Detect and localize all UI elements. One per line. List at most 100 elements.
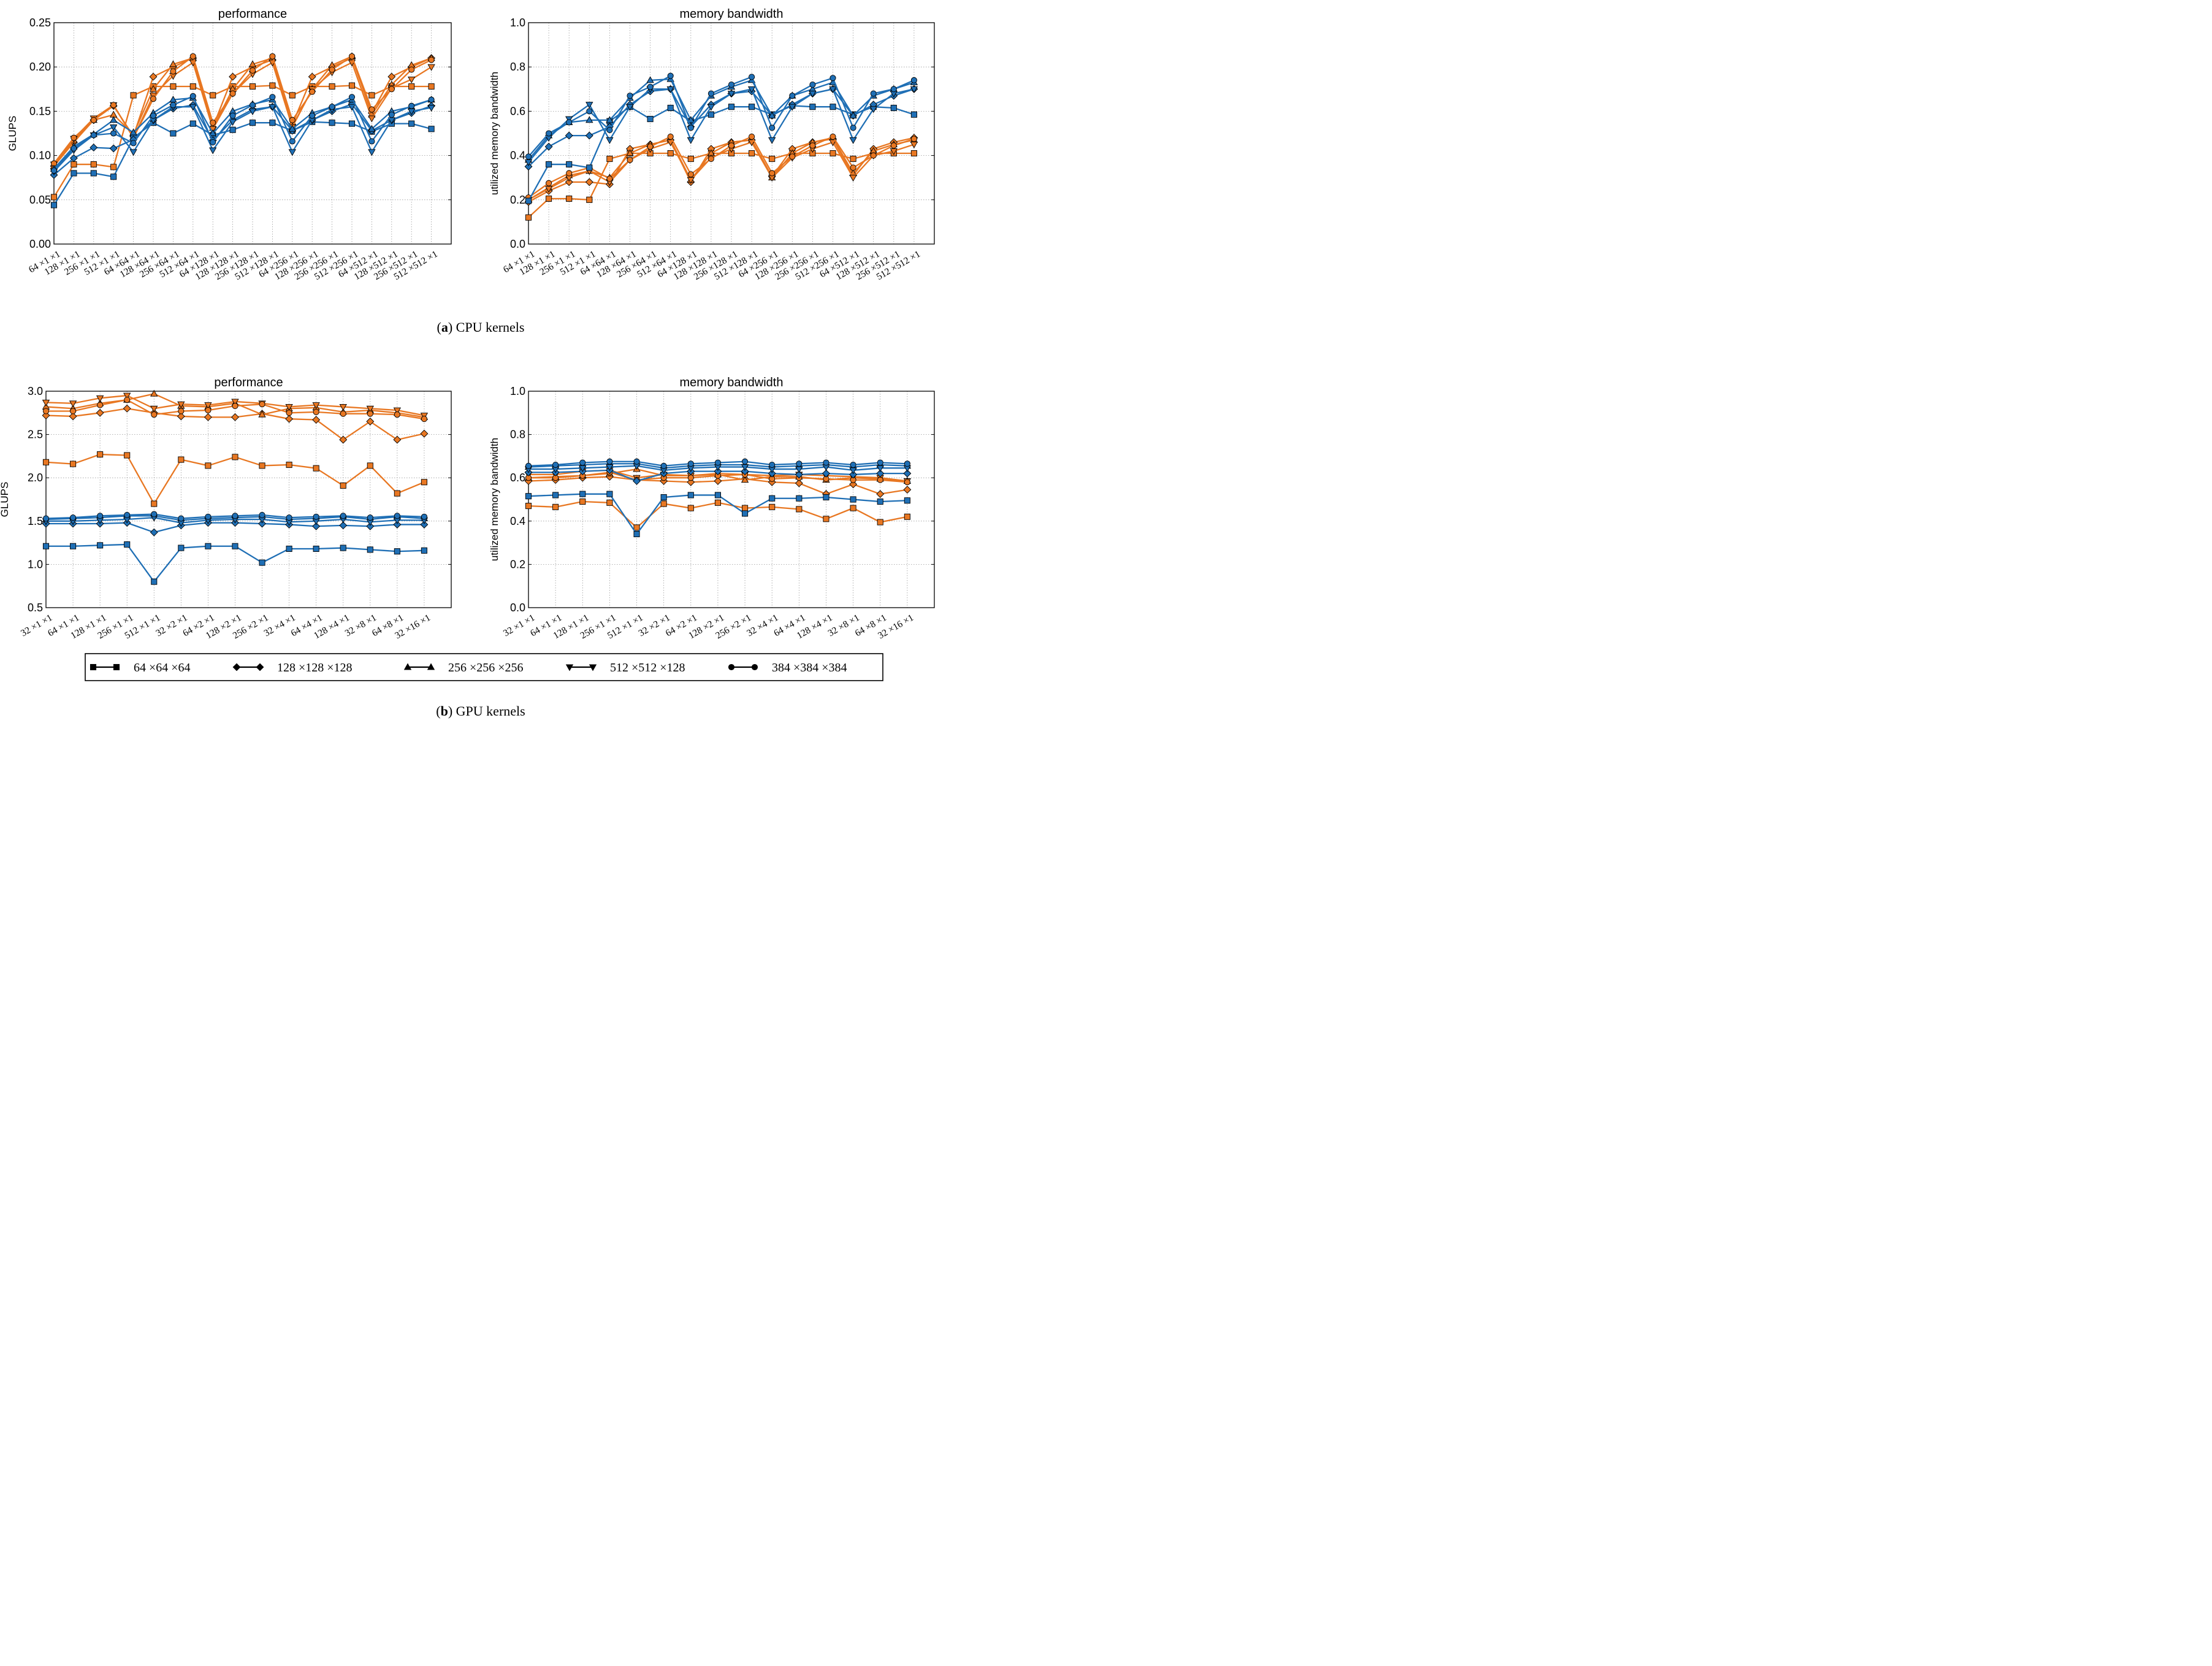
data-point: [427, 105, 435, 112]
data-point: [110, 130, 117, 137]
data-point: [904, 497, 910, 504]
series-line: [528, 88, 915, 163]
data-point: [830, 133, 836, 140]
data-point: [348, 82, 356, 89]
data-point: [830, 104, 836, 110]
data-point: [829, 86, 837, 93]
data-point: [232, 454, 238, 460]
data-point: [627, 156, 633, 163]
data-point: [579, 491, 586, 497]
series-line: [528, 75, 915, 158]
data-point: [249, 67, 256, 74]
data-point: [687, 116, 695, 123]
data-point: [249, 102, 256, 109]
data-point: [259, 462, 265, 469]
series-line: [527, 105, 915, 202]
series-5-blue: [525, 491, 910, 538]
data-point: [910, 86, 918, 93]
data-point: [742, 458, 749, 465]
data-point: [768, 137, 776, 144]
data-point: [796, 460, 803, 467]
data-point: [742, 510, 749, 517]
data-point: [209, 147, 217, 155]
data-point: [229, 119, 237, 126]
data-point: [741, 467, 749, 476]
legend-entry-diamond: 128 ×128 ×128: [232, 661, 353, 674]
legend-marker: [565, 664, 574, 671]
data-point: [606, 155, 613, 162]
figure: 0.00 0.05 0.10 0.15 0.20 0.25 performance GLUPS…: [0, 7, 935, 719]
data-point: [42, 515, 50, 522]
data-point: [910, 111, 917, 118]
data-point: [340, 545, 346, 551]
y-tick-label: 1.0: [28, 558, 43, 570]
data-point: [90, 117, 97, 123]
caption-b-text: GPU kernels: [452, 703, 525, 719]
data-point: [348, 94, 356, 101]
y-tick-label: 2.0: [28, 472, 43, 484]
data-point: [876, 490, 885, 499]
data-point: [666, 86, 674, 93]
data-point: [904, 479, 910, 486]
data-point: [150, 528, 158, 537]
data-point: [124, 452, 131, 459]
data-point: [285, 415, 294, 423]
data-point: [289, 92, 296, 99]
data-point: [707, 104, 715, 111]
data-point: [339, 435, 348, 444]
data-point: [870, 90, 877, 97]
data-point: [428, 126, 435, 132]
data-point: [329, 120, 335, 126]
data-point: [124, 511, 131, 518]
data-point: [728, 82, 735, 88]
data-point: [850, 505, 856, 511]
data-point: [97, 513, 104, 519]
legend-marker: [728, 663, 735, 671]
data-point: [70, 543, 77, 549]
y-axis-label: utilized memory bandwidth: [489, 438, 500, 561]
data-point: [566, 161, 573, 168]
data-point: [910, 77, 917, 83]
data-point: [849, 480, 858, 489]
data-point: [189, 53, 196, 59]
data-point: [890, 104, 897, 112]
y-tick-label: 0.0: [510, 238, 525, 250]
data-point: [428, 83, 435, 90]
caption-a-label: a: [441, 319, 448, 335]
data-point: [312, 522, 321, 530]
data-point: [585, 102, 593, 109]
legend-marker: [256, 663, 264, 671]
legend-label: 128 ×128 ×128: [277, 661, 353, 674]
series-9-blue: [50, 93, 435, 174]
data-point: [768, 469, 776, 478]
plot-frame: [53, 22, 452, 245]
data-point: [546, 130, 552, 137]
data-point: [408, 102, 415, 109]
data-point: [110, 164, 117, 170]
y-tick-label: 0.10: [29, 150, 51, 162]
data-point: [178, 515, 185, 522]
data-point: [849, 175, 857, 182]
data-point: [850, 124, 856, 131]
data-point: [823, 516, 830, 522]
data-point: [687, 505, 694, 511]
data-point: [606, 137, 614, 144]
data-point: [189, 93, 196, 99]
data-point: [420, 521, 429, 529]
data-point: [150, 389, 158, 397]
data-point: [394, 490, 400, 497]
data-point: [71, 134, 77, 141]
data-point: [205, 543, 212, 549]
data-point: [903, 486, 912, 494]
data-point: [525, 153, 532, 160]
data-point: [714, 499, 721, 506]
data-point: [769, 170, 776, 177]
data-point: [606, 116, 614, 123]
data-point: [205, 513, 212, 520]
data-point: [890, 142, 897, 149]
series-4-orange: [525, 133, 917, 201]
data-point: [647, 83, 654, 90]
y-tick-label: 1.0: [510, 17, 525, 29]
legend: 64 ×64 ×64 128 ×128 ×128 256 ×256 ×256 512 …: [85, 653, 883, 681]
data-point: [232, 513, 238, 519]
